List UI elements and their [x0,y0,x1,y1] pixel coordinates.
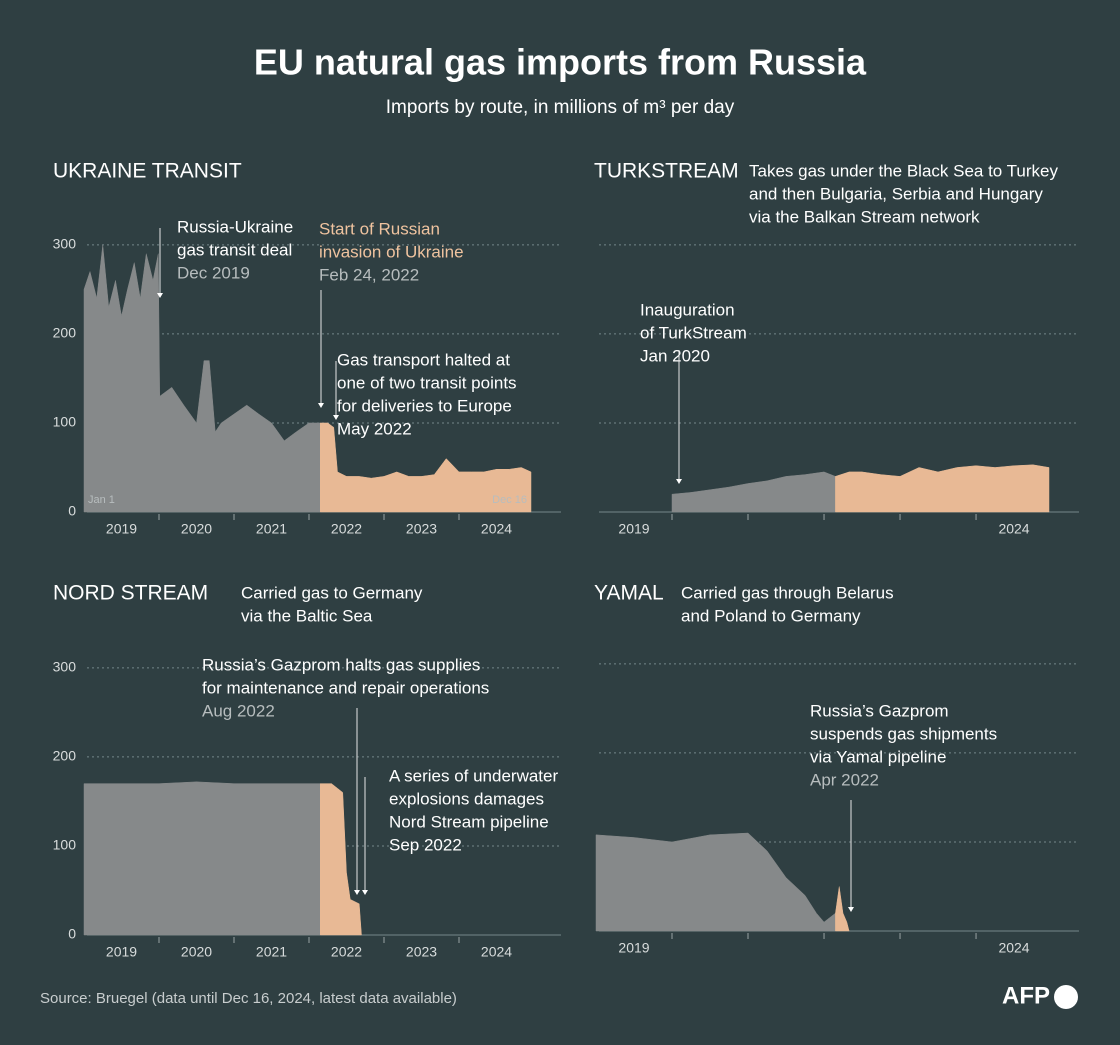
annotation-date: Apr 2022 [810,770,879,789]
annotation-text: via Yamal pipeline [810,747,946,766]
x-tick-label: 2022 [331,944,362,960]
annotation-text: suspends gas shipments [810,724,997,743]
logo-circle [1054,985,1078,1009]
annotation-date: Dec 2019 [177,263,250,282]
area [835,886,850,932]
x-tick-label: 2022 [331,521,362,537]
annotation-text: one of two transit points [337,373,517,392]
y-tick-label: 200 [53,748,77,764]
annotation-date: Aug 2022 [202,701,275,720]
y-tick-label: 200 [53,325,77,341]
annotation-arrowhead [848,907,854,912]
panel-title: TURKSTREAM [594,160,739,183]
area [835,464,1050,513]
panel-description: Carried gas through Belarus [681,583,894,602]
annotation-text: invasion of Ukraine [319,242,464,261]
x-tick-label: 2020 [181,944,212,960]
x-tick-label: 2024 [998,521,1029,537]
panel-description: via the Baltic Sea [241,606,373,625]
panel-description: and then Bulgaria, Serbia and Hungary [749,184,1043,203]
y-tick-label: 0 [68,926,76,942]
panel-title: YAMAL [594,582,664,605]
x-tick-label: 2019 [106,944,137,960]
annotation-date: Feb 24, 2022 [319,265,419,284]
annotation-arrowhead [318,403,324,408]
area [320,422,532,513]
annotation-text: Jan 2020 [640,346,710,365]
page-title: EU natural gas imports from Russia [254,42,867,83]
annotation-text: Inauguration [640,300,735,319]
x-tick-label: 2020 [181,521,212,537]
annotation-text: May 2022 [337,419,412,438]
logo: AFP [1002,982,1050,1009]
x-tick-label: 2023 [406,521,437,537]
panel-title: NORD STREAM [53,582,208,605]
panel-description: Takes gas under the Black Sea to Turkey [749,161,1059,180]
area [83,781,321,936]
x-tick-label: 2021 [256,944,287,960]
annotation-text: Nord Stream pipeline [389,812,549,831]
annotation-text: Start of Russian [319,219,440,238]
source: Source: Bruegel (data until Dec 16, 2024… [40,990,457,1007]
page-subtitle: Imports by route, in millions of m³ per … [386,97,735,118]
annotation-text: for maintenance and repair operations [202,678,489,697]
x-tick-label: 2019 [106,521,137,537]
annotation-text: A series of underwater [389,766,558,785]
y-tick-label: 100 [53,837,77,853]
x-tick-label: 2021 [256,521,287,537]
y-tick-label: 300 [53,236,77,252]
x-tick-label: 2024 [998,940,1029,956]
annotation-text: Sep 2022 [389,835,462,854]
annotation-text: of TurkStream [640,323,747,342]
edge-label: Jan 1 [88,494,115,506]
x-tick-label: 2019 [618,940,649,956]
area [83,244,321,513]
annotation-text: for deliveries to Europe [337,396,512,415]
annotation-text: Russia’s Gazprom [810,701,949,720]
y-tick-label: 0 [68,503,76,519]
area [320,783,362,936]
x-tick-label: 2023 [406,944,437,960]
annotation-arrowhead [333,415,339,420]
panel-description: and Poland to Germany [681,606,861,625]
x-tick-label: 2024 [481,521,512,537]
y-tick-label: 300 [53,659,77,675]
panel-description: via the Balkan Stream network [749,207,980,226]
x-tick-label: 2019 [618,521,649,537]
edge-label: Dec 16 [492,494,527,506]
annotation-text: Russia’s Gazprom halts gas supplies [202,655,480,674]
annotation-text: Russia-Ukraine [177,217,293,236]
annotation-text: gas transit deal [177,240,292,259]
panel-title: UKRAINE TRANSIT [53,160,242,183]
y-tick-label: 100 [53,414,77,430]
panel-description: Carried gas to Germany [241,583,423,602]
annotation-text: explosions damages [389,789,544,808]
annotation-arrowhead [676,479,682,484]
area [595,832,836,932]
annotation-arrowhead [157,293,163,298]
annotation-arrowhead [362,890,368,895]
x-tick-label: 2024 [481,944,512,960]
annotation-arrowhead [354,890,360,895]
annotation-text: Gas transport halted at [337,350,510,369]
